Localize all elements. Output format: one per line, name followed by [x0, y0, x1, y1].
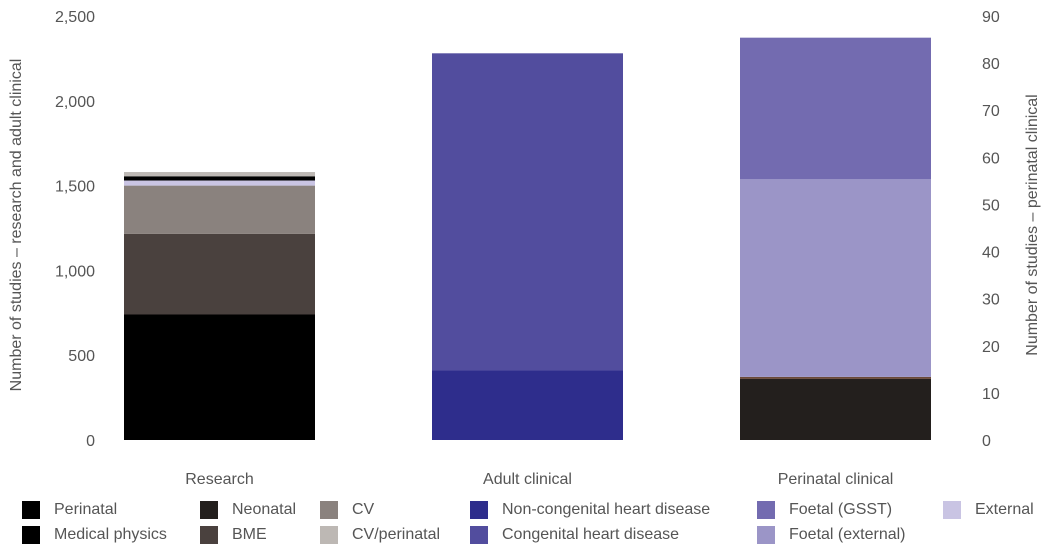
right-tick-label: 80 — [982, 56, 1000, 73]
right-tick-label: 70 — [982, 103, 1000, 120]
bar-segment-bme — [124, 233, 315, 315]
category-label-perinatal-clinical: Perinatal clinical — [778, 471, 894, 488]
right-tick-label: 20 — [982, 339, 1000, 356]
right-tick-label: 40 — [982, 245, 1000, 262]
bar-segment-neonatal — [740, 378, 931, 440]
bar-segment-external — [124, 180, 315, 186]
left-tick-label: 2,500 — [55, 9, 95, 26]
category-label-adult-clinical: Adult clinical — [483, 471, 572, 488]
right-tick-label: 50 — [982, 197, 1000, 214]
left-axis-ticks: 0 500 1,000 1,500 2,000 2,500 — [55, 9, 95, 450]
left-axis-title: Number of studies – research and adult c… — [8, 59, 25, 392]
right-tick-label: 30 — [982, 292, 1000, 309]
bar-segment-foetal-gsst — [740, 37, 931, 180]
bar-segment-cv-perinatal — [124, 172, 315, 177]
bar-segment-divider — [740, 376, 931, 379]
right-tick-label: 90 — [982, 9, 1000, 26]
right-tick-label: 60 — [982, 150, 1000, 167]
left-tick-label: 1,000 — [55, 263, 95, 280]
right-tick-label: 0 — [982, 433, 991, 450]
bar-segment-non-congenital-heart-disease — [432, 370, 623, 440]
bar-segment-perinatal — [124, 176, 315, 181]
right-tick-label: 10 — [982, 386, 1000, 403]
category-labels: Research Adult clinical Perinatal clinical — [185, 471, 893, 488]
left-tick-label: 500 — [68, 348, 95, 365]
bar-segment-congenital-heart-disease — [432, 53, 623, 371]
category-label-research: Research — [185, 471, 253, 488]
left-tick-label: 0 — [86, 433, 95, 450]
left-tick-label: 1,500 — [55, 179, 95, 196]
left-tick-label: 2,000 — [55, 94, 95, 111]
right-axis-title: Number of studies – perinatal clinical — [1024, 94, 1041, 355]
bar-segment-foetal-external — [740, 179, 931, 377]
bar-segment-medical-physics — [124, 314, 315, 440]
right-axis-ticks: 0 10 20 30 40 50 60 70 80 90 — [982, 9, 1000, 450]
bar-segment-cv — [124, 185, 315, 234]
bars — [124, 37, 931, 440]
